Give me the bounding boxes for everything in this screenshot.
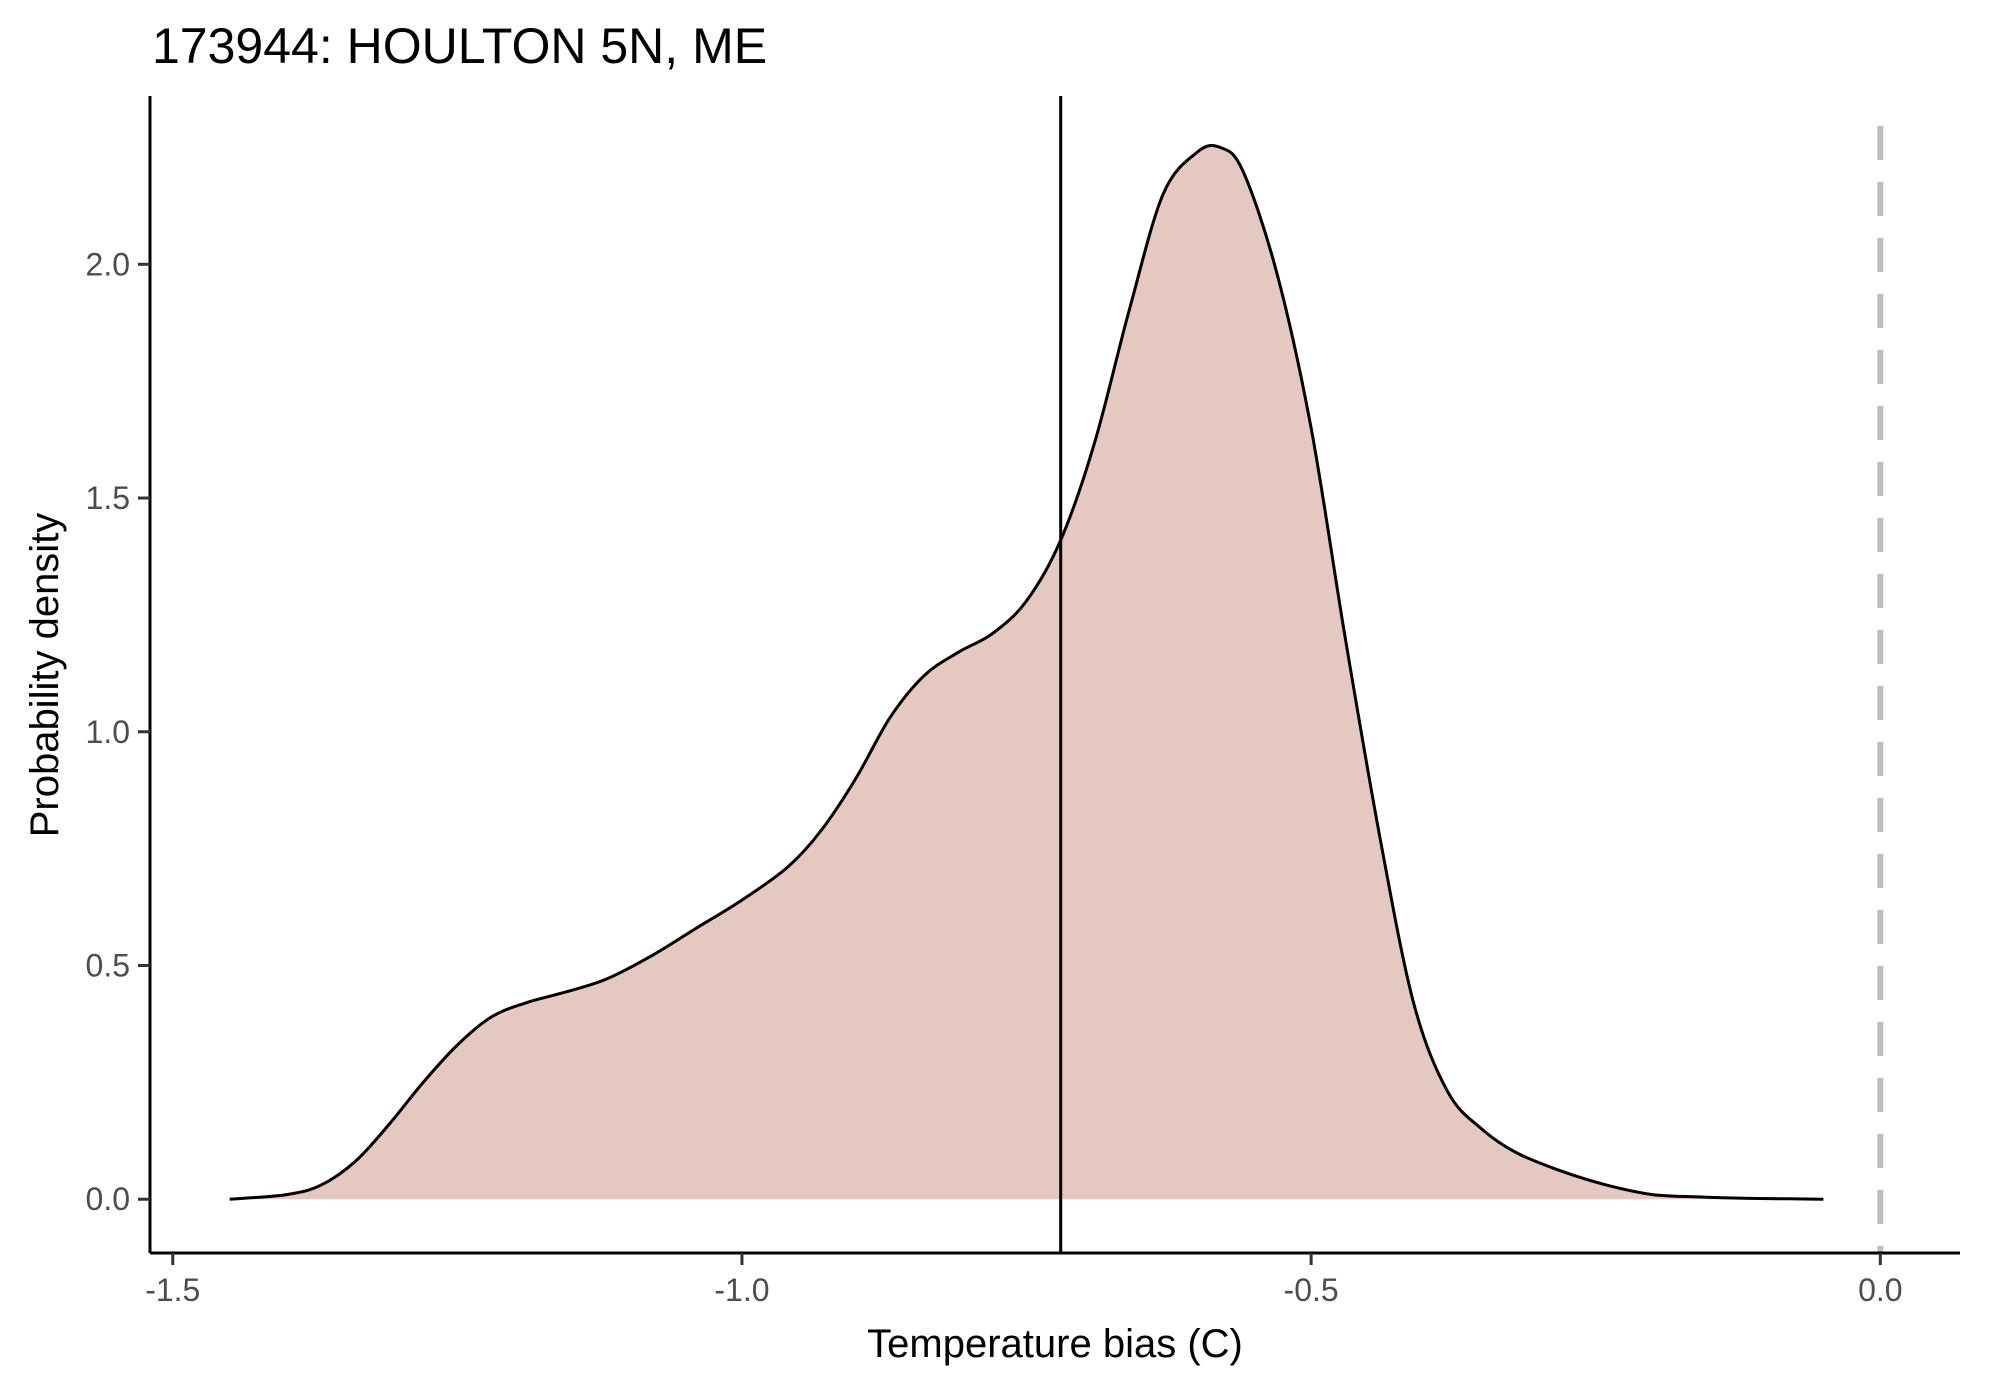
x-tick-label: -1.0 bbox=[714, 1272, 769, 1308]
density-area bbox=[229, 145, 1824, 1200]
y-tick-label: 2.0 bbox=[86, 246, 130, 282]
y-axis-title: Probability density bbox=[23, 513, 67, 838]
y-tick-label: 1.0 bbox=[86, 714, 130, 750]
y-tick-label: 0.5 bbox=[86, 948, 130, 984]
chart-title: 173944: HOULTON 5N, ME bbox=[152, 18, 767, 74]
y-tick-label: 1.5 bbox=[86, 480, 130, 516]
x-tick-label: -0.5 bbox=[1284, 1272, 1339, 1308]
plot-area bbox=[229, 96, 1884, 1253]
x-axis-ticks: -1.5 -1.0 -0.5 0.0 bbox=[145, 1253, 1903, 1308]
x-tick-label: 0.0 bbox=[1858, 1272, 1902, 1308]
y-axis-ticks: 0.0 0.5 1.0 1.5 2.0 bbox=[86, 246, 150, 1217]
x-tick-label: -1.5 bbox=[145, 1272, 200, 1308]
density-curve-line bbox=[229, 143, 1824, 1201]
y-tick-label: 0.0 bbox=[86, 1181, 130, 1217]
x-axis-title: Temperature bias (C) bbox=[867, 1322, 1243, 1366]
